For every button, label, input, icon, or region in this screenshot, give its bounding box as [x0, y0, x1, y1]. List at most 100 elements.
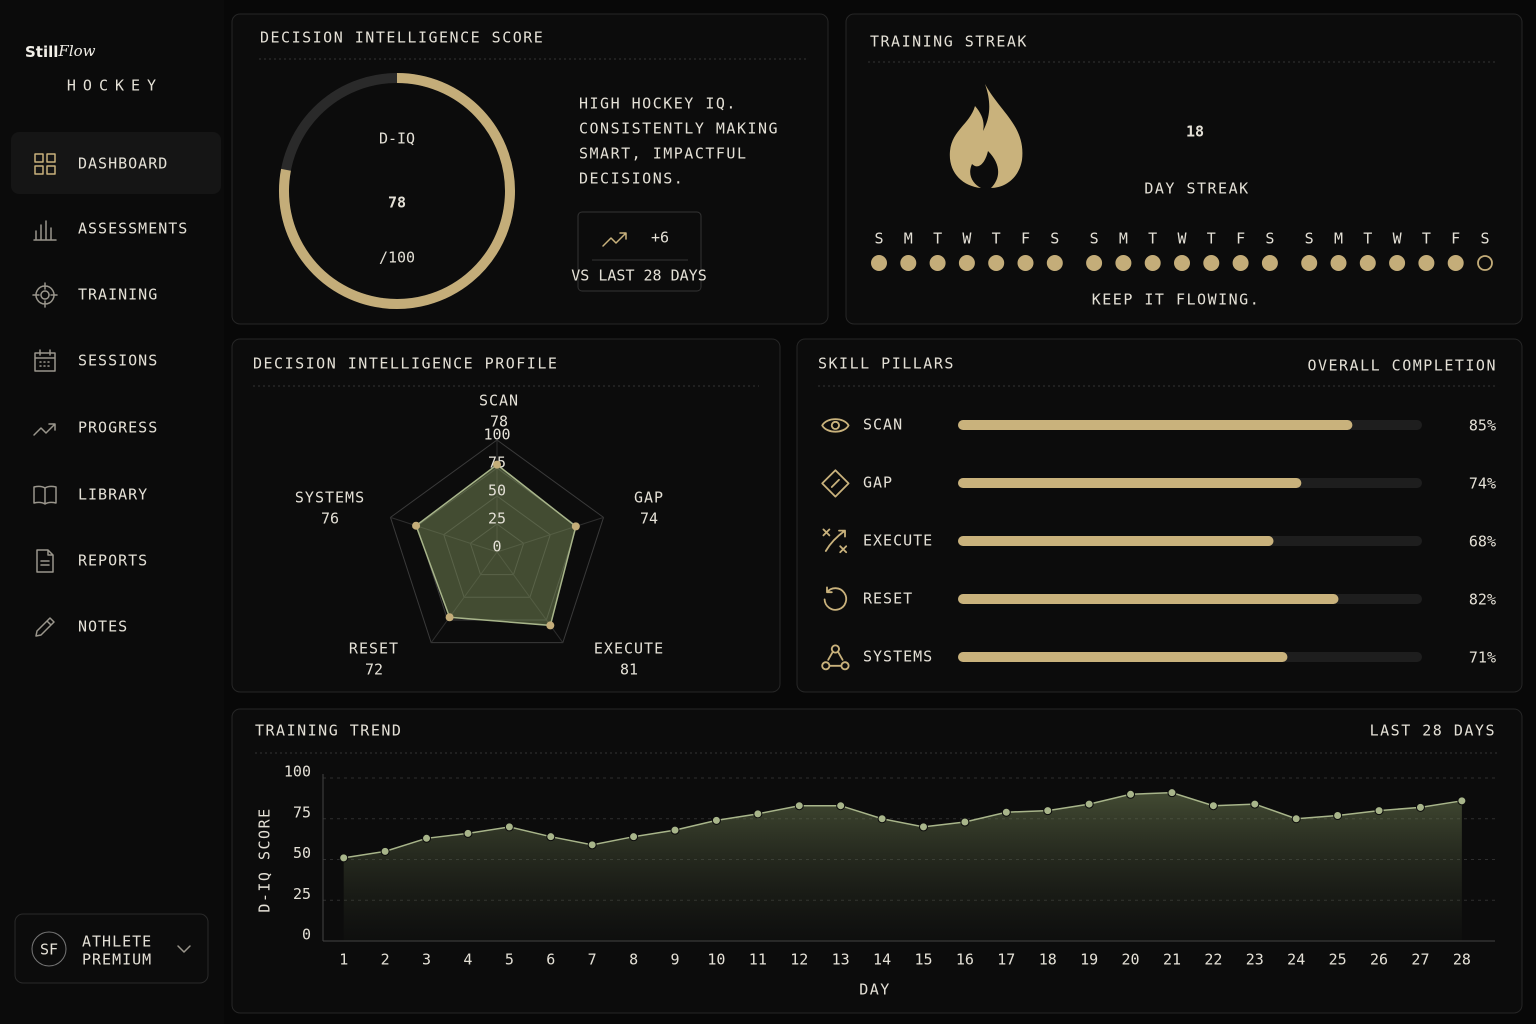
radar-value-label: 74: [640, 510, 658, 528]
pillar-icon: [821, 418, 850, 433]
card-subtitle: OVERALL COMPLETION: [1307, 357, 1497, 375]
x-tick-label: 14: [873, 951, 891, 969]
x-tick-label: 10: [707, 951, 725, 969]
point: [918, 822, 928, 832]
radar-tick-label: 0: [492, 538, 501, 556]
x-tick-label: 11: [749, 951, 767, 969]
point: [587, 840, 597, 850]
card-title: TRAINING TREND: [255, 722, 402, 740]
bar-value-label: 71%: [1469, 649, 1496, 667]
day-label: W: [1393, 230, 1403, 248]
card-title: SKILL PILLARS: [818, 355, 955, 373]
x-axis-label: DAY: [859, 981, 891, 999]
day-dot: [1389, 255, 1406, 271]
radar-tick-label: 25: [488, 510, 506, 528]
nav-item[interactable]: PROGRESS: [78, 419, 158, 437]
bar-value-label: 85%: [1469, 417, 1496, 435]
nav-icon: [34, 153, 56, 175]
nav-item[interactable]: SESSIONS: [78, 352, 158, 370]
day-dot: [1232, 255, 1249, 271]
day-dot: [988, 255, 1005, 271]
x-tick-label: 9: [670, 951, 679, 969]
day-dot: [1144, 255, 1161, 271]
trend-icon: [602, 232, 627, 247]
point: [960, 817, 970, 827]
point: [1043, 806, 1053, 816]
day-label: F: [1451, 230, 1460, 248]
area: [343, 792, 1462, 941]
radar-point: [546, 621, 555, 630]
brand-name: Still: [25, 43, 58, 61]
x-tick-label: 6: [546, 951, 555, 969]
day-dot: [1477, 255, 1493, 271]
pillar-name: SYSTEMS: [863, 648, 933, 666]
chevron[interactable]: [177, 945, 191, 953]
metric-label: D-IQ: [379, 130, 415, 148]
point: [1208, 801, 1218, 811]
nav-item[interactable]: TRAINING: [78, 286, 158, 304]
point: [877, 814, 887, 824]
nav-active-bg: [11, 132, 221, 194]
x-tick-label: 8: [629, 951, 638, 969]
nav-item[interactable]: NOTES: [78, 618, 128, 636]
pillar-icon: [823, 586, 848, 611]
user-initials: SF: [40, 941, 58, 959]
score-description: CONSISTENTLY MAKING: [579, 120, 779, 138]
user-box[interactable]: [14, 913, 209, 984]
nav-item[interactable]: ASSESSMENTS: [78, 220, 188, 238]
point: [794, 801, 804, 811]
point: [504, 822, 514, 832]
y-tick-label: 25: [293, 885, 311, 903]
nav-icon: [32, 282, 58, 308]
streak-unit: DAY STREAK: [1144, 180, 1249, 198]
pillar-name: EXECUTE: [863, 532, 933, 550]
pillar-name: SCAN: [863, 416, 903, 434]
day-label: T: [992, 230, 1001, 248]
point: [546, 832, 556, 842]
day-dot: [900, 255, 917, 271]
card-title: TRAINING STREAK: [870, 33, 1028, 51]
change-period: VS LAST 28 DAYS: [571, 267, 706, 285]
point: [422, 833, 432, 843]
day-dot: [1330, 255, 1347, 271]
radar-point: [445, 613, 454, 622]
day-label: S: [1265, 230, 1274, 248]
x-tick-label: 23: [1246, 951, 1264, 969]
day-dot: [1359, 255, 1376, 271]
radar-axis-label: GAP: [634, 489, 664, 507]
radar-area: [415, 463, 577, 627]
change-box: [577, 211, 702, 292]
day-label: S: [874, 230, 883, 248]
avatar: [31, 931, 67, 967]
score-card: [231, 13, 829, 325]
x-tick-label: 5: [505, 951, 514, 969]
point: [1457, 796, 1467, 806]
radar-point: [412, 521, 421, 530]
bar: [958, 478, 1302, 488]
x-tick-label: 17: [997, 951, 1015, 969]
day-label: S: [1305, 230, 1314, 248]
day-label: S: [1050, 230, 1059, 248]
nav-item[interactable]: LIBRARY: [78, 486, 148, 504]
x-tick-label: 2: [381, 951, 390, 969]
day-label: S: [1480, 230, 1489, 248]
point: [1291, 814, 1301, 824]
nav-item[interactable]: DASHBOARD: [78, 155, 168, 173]
x-tick-label: 19: [1080, 951, 1098, 969]
x-tick-label: 12: [790, 951, 808, 969]
bar: [958, 594, 1339, 604]
point: [1374, 806, 1384, 816]
point: [1167, 788, 1177, 798]
y-tick-label: 0: [302, 926, 311, 944]
day-dot: [1086, 255, 1103, 271]
nav-item[interactable]: REPORTS: [78, 552, 148, 570]
pillar-icon: [821, 644, 850, 671]
radar-value-label: 76: [321, 510, 339, 528]
day-label: T: [1148, 230, 1157, 248]
radar-axis-label: SYSTEMS: [295, 489, 365, 507]
point: [1084, 799, 1094, 809]
point: [380, 846, 390, 856]
user-role: ATHLETE: [82, 933, 152, 951]
brand-tagline: HOCKEY: [67, 77, 163, 95]
point: [670, 825, 680, 835]
